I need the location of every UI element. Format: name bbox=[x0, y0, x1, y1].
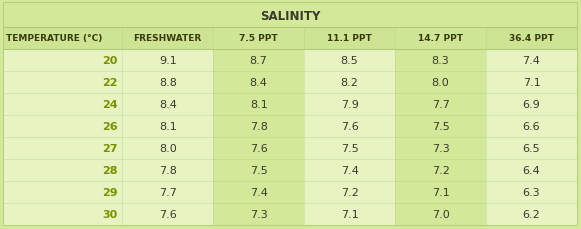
Bar bbox=[4, 4, 577, 28]
Text: 30: 30 bbox=[102, 209, 117, 219]
Text: 7.1: 7.1 bbox=[432, 187, 450, 197]
Bar bbox=[122, 50, 213, 225]
Text: 7.3: 7.3 bbox=[250, 209, 267, 219]
Bar bbox=[4, 50, 122, 225]
Text: 7.8: 7.8 bbox=[159, 165, 177, 175]
Text: 7.5: 7.5 bbox=[340, 143, 358, 153]
Text: 7.8: 7.8 bbox=[250, 121, 268, 131]
Text: 7.3: 7.3 bbox=[432, 143, 450, 153]
Text: SALINITY: SALINITY bbox=[260, 9, 321, 22]
Text: 7.0: 7.0 bbox=[432, 209, 450, 219]
Text: 6.4: 6.4 bbox=[523, 165, 540, 175]
Text: 6.3: 6.3 bbox=[523, 187, 540, 197]
Bar bbox=[304, 50, 395, 225]
Text: 7.6: 7.6 bbox=[340, 121, 358, 131]
Text: 7.1: 7.1 bbox=[523, 78, 540, 88]
Text: 22: 22 bbox=[102, 78, 117, 88]
Text: 8.4: 8.4 bbox=[159, 100, 177, 109]
Text: 11.1 PPT: 11.1 PPT bbox=[327, 34, 372, 43]
Text: 8.8: 8.8 bbox=[159, 78, 177, 88]
Text: 7.5 PPT: 7.5 PPT bbox=[239, 34, 278, 43]
Text: 7.2: 7.2 bbox=[432, 165, 450, 175]
Bar bbox=[395, 50, 486, 225]
Text: 8.7: 8.7 bbox=[250, 56, 268, 66]
Bar bbox=[395, 28, 486, 50]
Text: 7.1: 7.1 bbox=[340, 209, 358, 219]
Bar bbox=[213, 50, 304, 225]
Text: 6.9: 6.9 bbox=[523, 100, 540, 109]
Bar bbox=[213, 28, 304, 50]
Text: 7.7: 7.7 bbox=[159, 187, 177, 197]
Text: 14.7 PPT: 14.7 PPT bbox=[418, 34, 463, 43]
Text: TEMPERATURE (°C): TEMPERATURE (°C) bbox=[6, 34, 103, 43]
Text: 8.4: 8.4 bbox=[250, 78, 268, 88]
Text: 6.2: 6.2 bbox=[523, 209, 540, 219]
Text: 7.6: 7.6 bbox=[159, 209, 177, 219]
Text: 6.5: 6.5 bbox=[523, 143, 540, 153]
Text: 7.6: 7.6 bbox=[250, 143, 267, 153]
Text: 8.1: 8.1 bbox=[159, 121, 177, 131]
Text: 7.5: 7.5 bbox=[432, 121, 450, 131]
Text: 8.5: 8.5 bbox=[340, 56, 358, 66]
Text: 8.0: 8.0 bbox=[159, 143, 177, 153]
Text: 7.5: 7.5 bbox=[250, 165, 267, 175]
Bar bbox=[486, 50, 577, 225]
Text: 7.2: 7.2 bbox=[340, 187, 358, 197]
Text: 20: 20 bbox=[102, 56, 117, 66]
Text: 28: 28 bbox=[102, 165, 117, 175]
Text: 7.9: 7.9 bbox=[340, 100, 358, 109]
Text: 9.1: 9.1 bbox=[159, 56, 177, 66]
Text: 29: 29 bbox=[102, 187, 117, 197]
Bar bbox=[4, 28, 577, 50]
Text: 26: 26 bbox=[102, 121, 117, 131]
Text: 6.6: 6.6 bbox=[523, 121, 540, 131]
Text: 24: 24 bbox=[102, 100, 117, 109]
Text: 8.0: 8.0 bbox=[432, 78, 450, 88]
Text: FRESHWATER: FRESHWATER bbox=[134, 34, 202, 43]
Text: 8.1: 8.1 bbox=[250, 100, 267, 109]
Text: 8.3: 8.3 bbox=[432, 56, 450, 66]
Text: 36.4 PPT: 36.4 PPT bbox=[509, 34, 554, 43]
Text: 7.7: 7.7 bbox=[432, 100, 450, 109]
Text: 7.4: 7.4 bbox=[340, 165, 358, 175]
Text: 7.4: 7.4 bbox=[250, 187, 268, 197]
Text: 7.4: 7.4 bbox=[522, 56, 540, 66]
Text: 8.2: 8.2 bbox=[340, 78, 358, 88]
Text: 27: 27 bbox=[102, 143, 117, 153]
